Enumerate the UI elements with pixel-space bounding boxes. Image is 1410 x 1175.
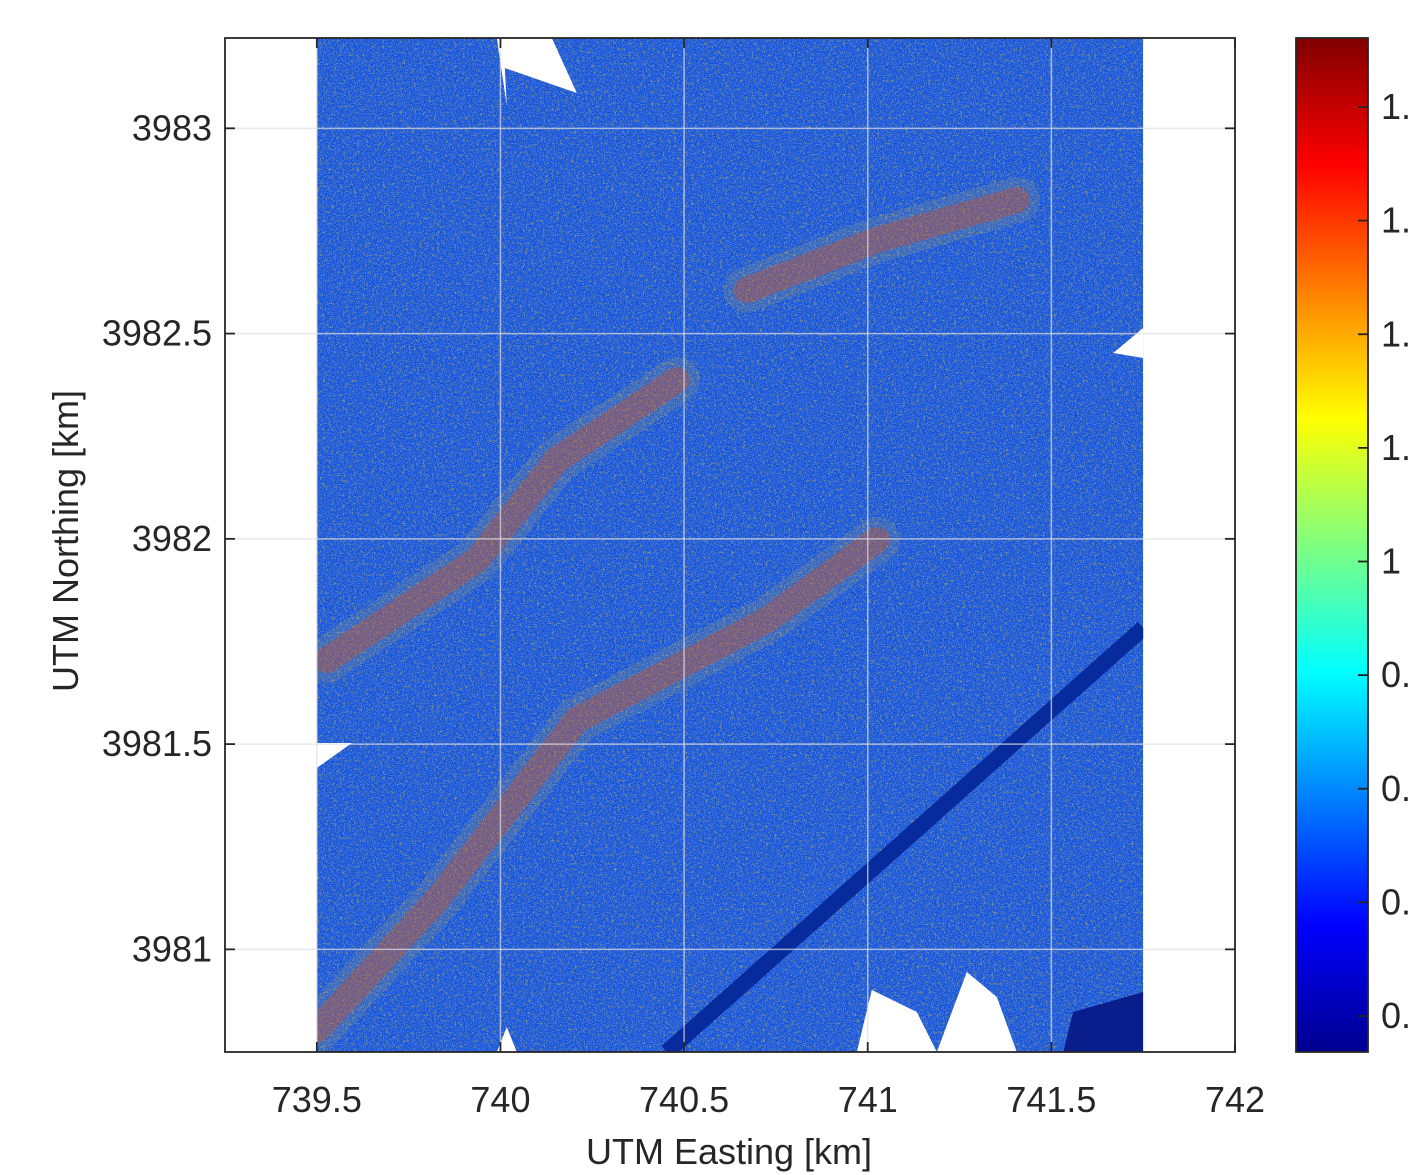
colorbar-tick-label: 1. <box>1381 200 1410 241</box>
high-value-band <box>316 527 890 1043</box>
colorbar-gradient <box>1296 38 1368 1052</box>
x-tick-label: 741.5 <box>1006 1079 1096 1120</box>
no-data-gap <box>316 743 352 768</box>
colorbar-tick-label: 0. <box>1381 881 1410 922</box>
high-value-band <box>733 187 1030 303</box>
no-data-gap <box>1113 328 1144 358</box>
colorbar-tick-label: 1. <box>1381 86 1410 127</box>
high-value-band <box>316 367 690 673</box>
plot-frame <box>224 37 1236 1053</box>
x-tick-label: 742 <box>1205 1079 1265 1120</box>
x-axis-label: UTM Easting [km] <box>586 1131 872 1172</box>
y-tick-label: 3982 <box>132 518 212 559</box>
y-tick-label: 3982.5 <box>102 313 212 354</box>
colorbar-tick-label: 0. <box>1381 995 1410 1036</box>
x-tick-label: 739.5 <box>272 1079 362 1120</box>
colorbar-frame <box>1295 37 1369 1053</box>
colorbar-tick-label: 0. <box>1381 768 1410 809</box>
y-tick-label: 3981 <box>132 928 212 969</box>
x-tick-label: 741 <box>838 1079 898 1120</box>
y-tick-label: 3983 <box>132 107 212 148</box>
colorbar-tick-label: 0. <box>1381 654 1410 695</box>
colorbar: 1. 1. 1. 1. 1 0. 0. 0. 0. <box>1295 37 1410 1053</box>
x-tick-label: 740.5 <box>639 1079 729 1120</box>
colorbar-tick-label: 1 <box>1381 541 1401 582</box>
colorbar-tick-label: 1. <box>1381 427 1410 468</box>
x-tick-label: 740 <box>470 1079 530 1120</box>
no-data-gap <box>856 990 937 1052</box>
no-data-gap <box>496 38 577 106</box>
y-tick-label: 3981.5 <box>102 723 212 764</box>
low-value-region <box>1063 992 1144 1052</box>
colorbar-tick-label: 1. <box>1381 313 1410 354</box>
low-value-line <box>661 622 1144 1052</box>
no-data-gap <box>496 1027 517 1052</box>
y-axis-label: UTM Northing [km] <box>45 390 86 692</box>
heatmap-image <box>316 38 1144 1052</box>
no-data-gap <box>936 972 1017 1052</box>
